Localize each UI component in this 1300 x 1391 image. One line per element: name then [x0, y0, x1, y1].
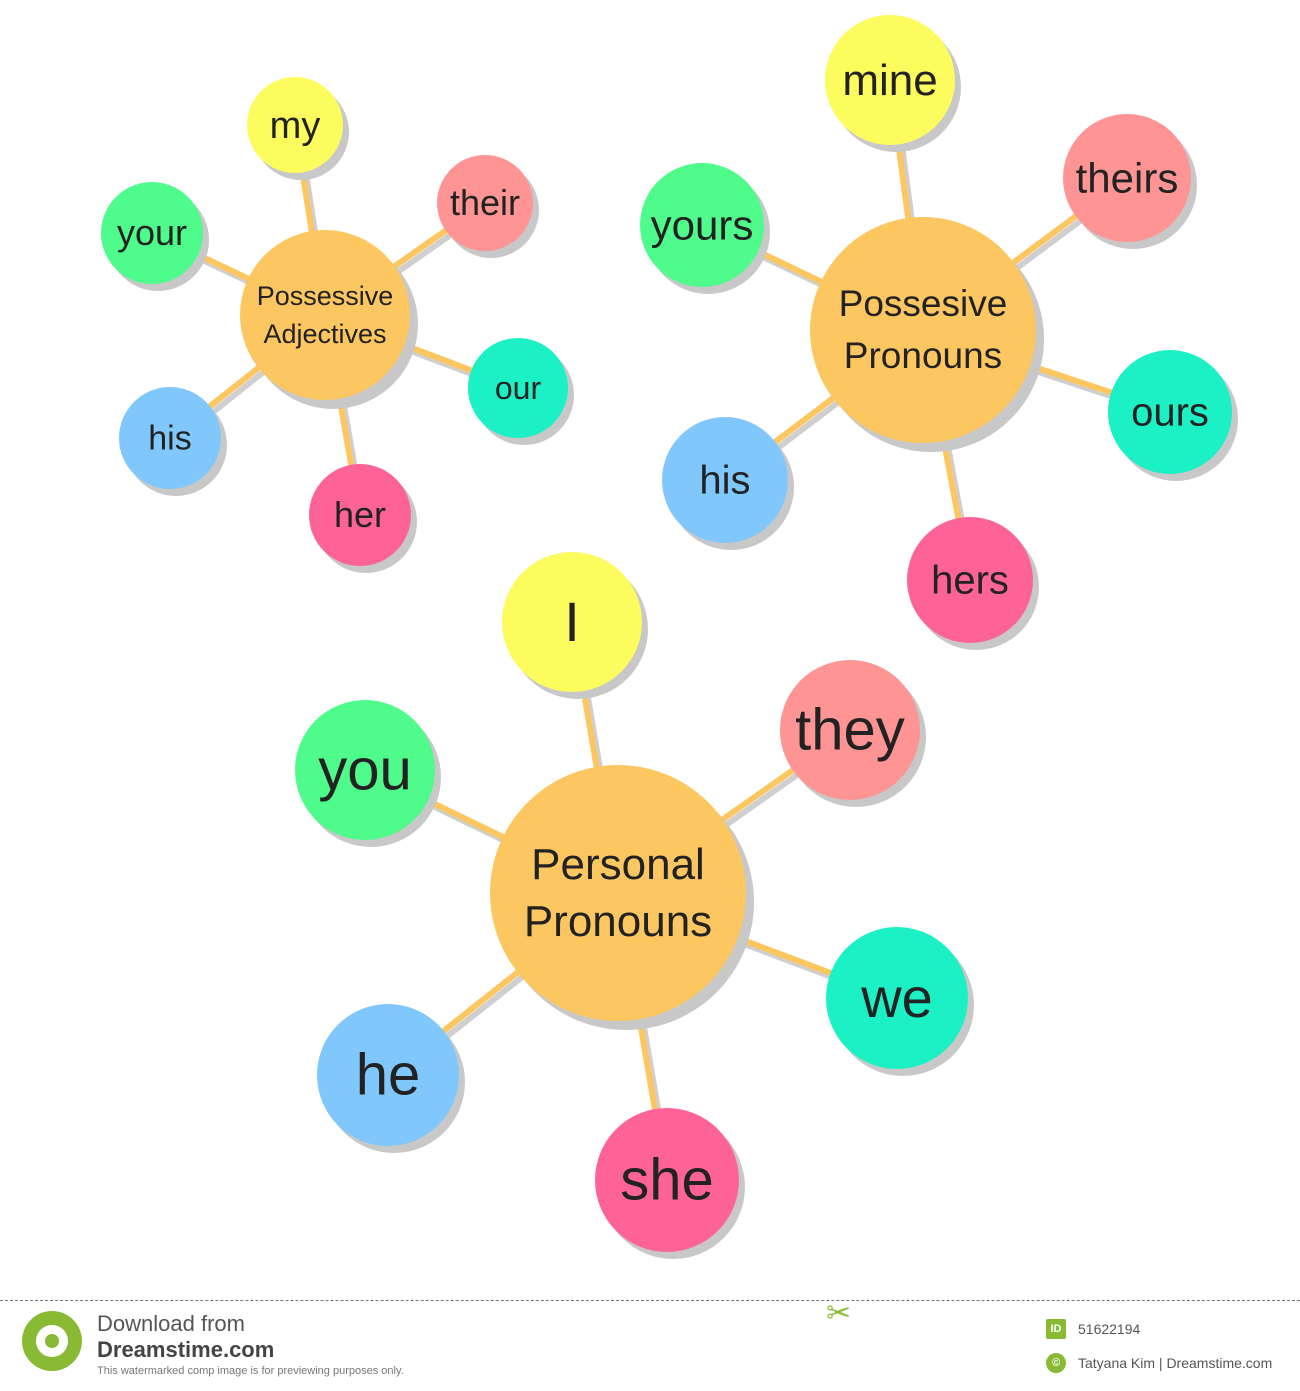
center-node — [490, 765, 746, 1021]
pronoun-node — [907, 517, 1033, 643]
stock-footer: Download from Dreamstime.com This waterm… — [0, 1297, 1300, 1391]
pronoun-label: my — [270, 105, 321, 147]
pronoun-node — [662, 417, 788, 543]
pronoun-node — [247, 77, 343, 173]
center-label-line: Adjectives — [263, 319, 386, 349]
pronoun-label: I — [564, 590, 580, 653]
watermark-note: This watermarked comp image is for previ… — [97, 1365, 404, 1377]
pronoun-node — [595, 1108, 739, 1252]
id-badge: ID — [1046, 1319, 1066, 1339]
pronoun-node — [640, 163, 764, 287]
author-credit: Tatyana Kim | Dreamstime.com — [1078, 1355, 1273, 1371]
center-label-line: Personal — [531, 840, 705, 889]
pronoun-node — [1063, 114, 1191, 242]
pronoun-node — [468, 338, 568, 438]
pronoun-node — [101, 182, 203, 284]
center-label-line: Pronouns — [524, 897, 712, 946]
pronoun-node — [826, 927, 968, 1069]
copyright-icon: © — [1046, 1353, 1066, 1373]
pronoun-label: your — [117, 212, 187, 253]
pronoun-node — [295, 700, 435, 840]
pronoun-node — [317, 1004, 459, 1146]
pronoun-label: we — [860, 966, 933, 1029]
pronoun-label: his — [699, 459, 750, 503]
pronoun-node — [1108, 350, 1232, 474]
dreamstime-logo-icon — [22, 1311, 82, 1371]
pronoun-label: his — [148, 420, 191, 458]
center-node — [810, 217, 1036, 443]
pronoun-label: hers — [931, 559, 1009, 603]
pronoun-node — [309, 464, 411, 566]
download-line: Download from — [97, 1311, 245, 1336]
pronoun-label: you — [318, 738, 412, 803]
pronoun-label: he — [356, 1043, 421, 1108]
pronoun-label: their — [450, 182, 520, 223]
center-label: Personal Pronouns — [524, 840, 712, 946]
pronoun-node — [825, 15, 955, 145]
site-name: Dreamstime.com — [97, 1337, 275, 1362]
center-label: Possessive Adjectives — [257, 281, 394, 349]
pronoun-node — [119, 387, 221, 489]
center-label: Possesive Pronouns — [839, 283, 1008, 376]
scissors-icon: ✂ — [826, 1297, 852, 1330]
pronoun-diagrams: Possessive Adjectives my their your our his her… — [101, 15, 1238, 1259]
pronoun-label: they — [795, 698, 905, 763]
pronoun-node — [437, 155, 533, 251]
pronoun-label: yours — [651, 201, 754, 248]
center-label-line: Possesive — [839, 283, 1008, 324]
pronoun-label: her — [334, 494, 386, 535]
pronoun-label: ours — [1131, 391, 1209, 435]
pronoun-label: she — [620, 1148, 714, 1213]
pronoun-node — [780, 660, 920, 800]
pronoun-label: theirs — [1076, 154, 1179, 201]
center-label-line: Possessive — [257, 281, 394, 311]
image-id: 51622194 — [1078, 1321, 1141, 1337]
center-label-line: Pronouns — [844, 335, 1002, 376]
diagram-2: Possesive Pronouns mine theirs yours ours his h… — [640, 15, 1238, 650]
pronoun-label: mine — [842, 56, 937, 105]
pronoun-label: our — [495, 370, 542, 406]
diagram-1: Possessive Adjectives my their your our his her — [101, 77, 574, 573]
center-node — [240, 230, 410, 400]
pronoun-node — [502, 552, 642, 692]
